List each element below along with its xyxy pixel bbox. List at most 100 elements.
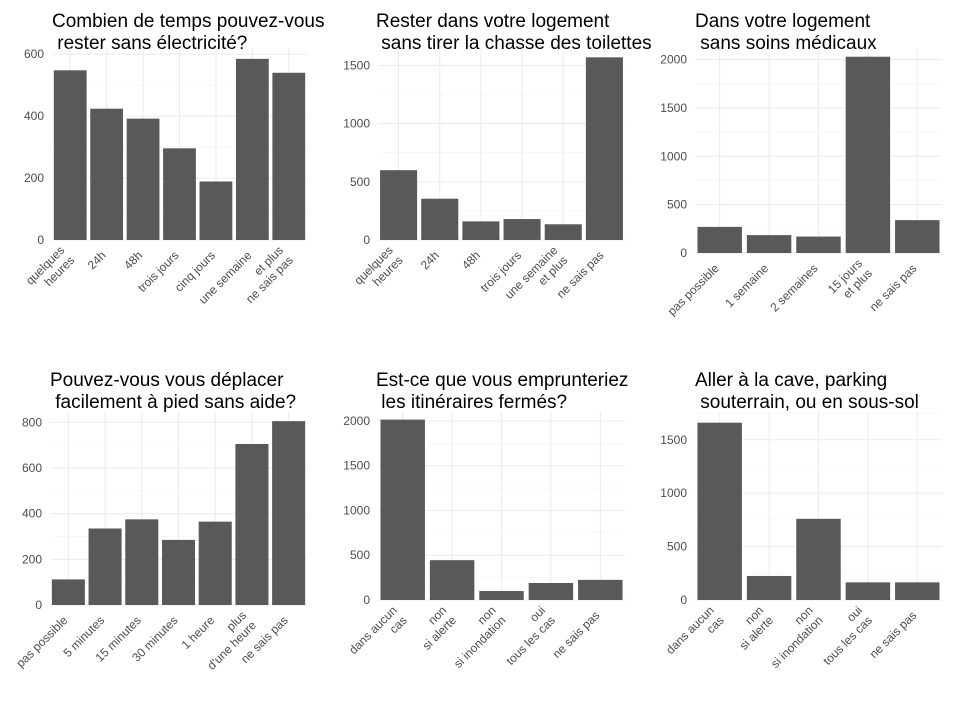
bar xyxy=(796,236,841,253)
y-tick-label: 1500 xyxy=(343,459,370,473)
bar xyxy=(90,108,124,240)
y-tick-label: 600 xyxy=(22,461,42,475)
bar xyxy=(429,560,475,600)
y-tick-label: 2000 xyxy=(660,53,687,67)
x-tick-label: ne sais pas xyxy=(867,261,920,314)
bar xyxy=(746,575,792,600)
bar xyxy=(585,57,623,241)
x-tick-label: 48h xyxy=(121,248,145,272)
x-tick-label: 1 heure xyxy=(179,613,218,652)
bar xyxy=(895,582,940,600)
y-tick-label: 200 xyxy=(24,171,44,185)
chart-title: Aller à la cave, parking souterrain, ou … xyxy=(695,370,919,413)
y-tick-label: 0 xyxy=(37,233,44,247)
bar xyxy=(462,221,500,240)
bar xyxy=(479,591,524,600)
chart-panel-2: Rester dans votre logement sans tirer la… xyxy=(343,11,651,302)
y-tick-label: 0 xyxy=(680,593,687,607)
bar xyxy=(697,422,742,600)
chart-title: Pouvez-vous vous déplacer facilement à p… xyxy=(50,370,296,413)
y-tick-label: 400 xyxy=(22,507,42,521)
chart-title: Est-ce que vous emprunteriez les itinéra… xyxy=(376,370,628,413)
x-tick-label: 24h xyxy=(418,248,442,272)
x-tick-label: tous les cas xyxy=(820,613,875,668)
chart-panel-5: Est-ce que vous emprunteriez les itinéra… xyxy=(343,370,628,671)
y-tick-label: 0 xyxy=(35,598,42,612)
chart-title-line: Rester dans votre logement xyxy=(376,11,610,32)
chart-title: Dans votre logement sans soins médicaux xyxy=(695,11,877,54)
y-tick-label: 600 xyxy=(24,47,44,61)
bar xyxy=(421,198,459,240)
chart-title-line: Dans votre logement xyxy=(695,11,871,32)
x-tick-label: pas possible xyxy=(13,613,70,670)
chart-title: Rester dans votre logement sans tirer la… xyxy=(376,11,652,54)
y-tick-label: 800 xyxy=(22,415,42,429)
bar xyxy=(380,419,425,600)
bar xyxy=(53,70,87,240)
chart-title-line: rester sans électricité? xyxy=(52,33,247,54)
chart-title-line: sans tirer la chasse des toilettes xyxy=(376,33,652,54)
chart-title-line: souterrain, ou en sous-sol xyxy=(695,392,919,413)
bar xyxy=(163,148,196,240)
y-tick-label: 500 xyxy=(667,540,687,554)
bar xyxy=(235,443,269,605)
bar xyxy=(845,56,891,253)
bar xyxy=(198,521,232,605)
bar xyxy=(125,519,159,605)
bar xyxy=(746,235,792,253)
y-tick-label: 1000 xyxy=(660,149,687,163)
y-tick-label: 500 xyxy=(667,198,687,212)
bar xyxy=(544,224,582,240)
bar xyxy=(235,58,269,240)
chart-title-line: Combien de temps pouvez-vous xyxy=(52,11,324,32)
y-tick-label: 200 xyxy=(22,552,42,566)
chart-title-line: Aller à la cave, parking xyxy=(695,370,887,391)
y-tick-label: 500 xyxy=(350,175,370,189)
y-tick-label: 0 xyxy=(363,233,370,247)
bar xyxy=(161,539,196,605)
x-tick-label: 1 semaine xyxy=(722,261,771,310)
y-tick-label: 1000 xyxy=(343,117,370,131)
y-tick-label: 1000 xyxy=(343,503,370,517)
bar xyxy=(895,220,940,253)
x-tick-label: 24h xyxy=(85,248,109,272)
chart-title-line: Pouvez-vous vous déplacer xyxy=(50,370,284,391)
bar xyxy=(697,226,742,253)
y-tick-label: 1500 xyxy=(343,58,370,72)
chart-title: Combien de temps pouvez-vous rester sans… xyxy=(52,11,324,54)
chart-panel-4: Pouvez-vous vous déplacer facilement à p… xyxy=(13,370,307,673)
y-tick-label: 0 xyxy=(363,593,370,607)
bar xyxy=(503,219,541,240)
y-tick-label: 1000 xyxy=(660,486,687,500)
x-tick-label: 48h xyxy=(459,248,483,272)
y-tick-label: 0 xyxy=(680,246,687,260)
x-tick-label: pas possible xyxy=(665,261,722,318)
bar xyxy=(796,518,841,600)
bar xyxy=(272,72,306,240)
bar xyxy=(380,170,418,240)
y-tick-label: 2000 xyxy=(343,414,370,428)
bar xyxy=(126,118,160,240)
chart-panel-6: Aller à la cave, parking souterrain, ou … xyxy=(660,370,942,671)
x-tick-label: ne sais pas xyxy=(550,608,603,661)
chart-title-line: facilement à pied sans aide? xyxy=(50,392,296,413)
bar xyxy=(199,181,233,240)
x-tick-label: 2 semaines xyxy=(767,261,820,314)
y-tick-label: 1500 xyxy=(660,101,687,115)
bar xyxy=(845,582,891,600)
chart-title-line: sans soins médicaux xyxy=(695,33,877,54)
y-tick-label: 400 xyxy=(24,109,44,123)
x-tick-label: ne sais pas xyxy=(867,608,920,661)
bar xyxy=(88,528,122,605)
y-tick-label: 1500 xyxy=(660,433,687,447)
chart-panel-1: Combien de temps pouvez-vous rester sans… xyxy=(23,11,324,307)
bar xyxy=(51,579,85,605)
x-tick-label: tous les cas xyxy=(503,613,558,668)
bar xyxy=(272,421,306,605)
chart-panel-3: Dans votre logement sans soins médicaux 0… xyxy=(660,11,942,318)
chart-title-line: Est-ce que vous emprunteriez xyxy=(376,370,628,391)
bar xyxy=(528,582,574,600)
chart-title-line: les itinéraires fermés? xyxy=(376,392,567,413)
